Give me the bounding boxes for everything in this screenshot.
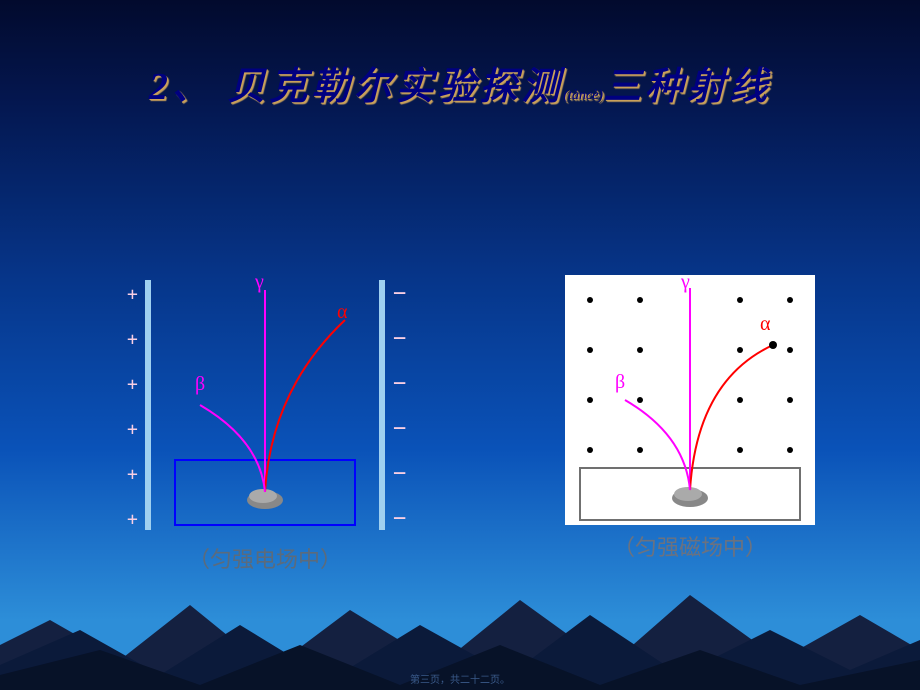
beta-label-right: β	[615, 371, 625, 393]
title-pinyin: (tàncè)	[563, 88, 603, 103]
alpha-label-right: α	[760, 313, 771, 335]
gamma-label-right: γ	[680, 271, 690, 293]
alpha-label-left: α	[337, 301, 348, 323]
svg-text:+: +	[127, 464, 138, 485]
gamma-label-left: γ	[254, 271, 264, 293]
slide-title: 2、 贝克勒尔实验探测(tàncè)三种射线	[0, 55, 920, 110]
title-text-before: 贝克勒尔实验探测	[227, 66, 563, 108]
svg-text:−: −	[393, 326, 406, 351]
caption-electric: （匀强电场中）	[105, 542, 425, 574]
diagram-magnetic-field: γ α β （匀强磁场中）	[555, 270, 825, 570]
svg-text:−: −	[393, 416, 406, 441]
svg-text:+: +	[127, 374, 138, 395]
svg-text:+: +	[127, 329, 138, 350]
title-number: 2、	[149, 66, 214, 108]
title-text-after: 三种射线	[603, 66, 771, 108]
diagram-electric-field: + + + + + + − − − − − − γ α β （匀强电场中）	[105, 270, 425, 590]
svg-text:−: −	[393, 461, 406, 486]
svg-text:−: −	[393, 281, 406, 306]
svg-text:−: −	[393, 371, 406, 396]
beta-label-left: β	[195, 373, 205, 395]
svg-text:+: +	[127, 509, 138, 530]
caption-magnetic: （匀强磁场中）	[555, 530, 825, 562]
svg-text:+: +	[127, 284, 138, 305]
page-footer: 第三页，共二十二页。	[0, 671, 920, 686]
magnetic-field-svg: γ α β	[555, 270, 825, 560]
svg-text:+: +	[127, 419, 138, 440]
svg-text:−: −	[393, 506, 406, 531]
electric-field-svg: + + + + + + − − − − − − γ α β	[105, 270, 425, 570]
